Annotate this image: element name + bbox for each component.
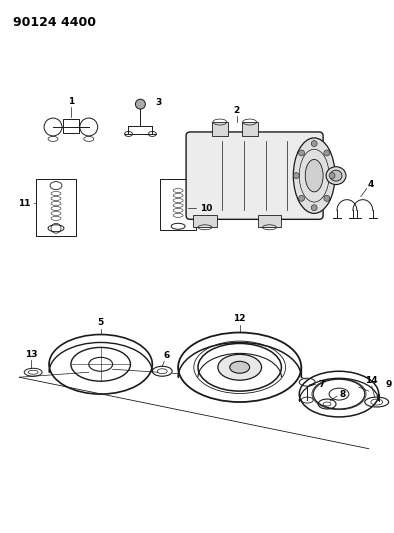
Text: 2: 2 xyxy=(234,106,240,115)
Bar xyxy=(63,119,79,133)
Text: 90124 4400: 90124 4400 xyxy=(13,16,96,29)
Bar xyxy=(212,122,228,136)
FancyBboxPatch shape xyxy=(186,132,323,220)
Circle shape xyxy=(329,173,335,179)
Ellipse shape xyxy=(305,159,323,192)
Text: 10: 10 xyxy=(200,204,212,213)
Text: 3: 3 xyxy=(155,98,162,107)
Circle shape xyxy=(324,150,330,156)
Text: 11: 11 xyxy=(18,199,30,208)
Circle shape xyxy=(311,141,317,147)
Text: 5: 5 xyxy=(98,318,104,327)
Circle shape xyxy=(299,196,305,201)
Ellipse shape xyxy=(218,354,262,380)
Ellipse shape xyxy=(230,361,250,373)
Circle shape xyxy=(136,99,145,109)
Ellipse shape xyxy=(330,170,342,181)
Text: 8: 8 xyxy=(340,390,346,399)
Circle shape xyxy=(324,196,330,201)
Ellipse shape xyxy=(326,167,346,184)
Text: 1: 1 xyxy=(68,96,74,106)
Bar xyxy=(36,179,76,236)
Text: 6: 6 xyxy=(163,351,169,360)
Text: 9: 9 xyxy=(385,379,392,389)
Ellipse shape xyxy=(293,138,335,213)
Text: 7: 7 xyxy=(318,379,324,389)
Bar xyxy=(258,215,281,227)
Text: 4: 4 xyxy=(368,180,374,189)
Bar xyxy=(193,215,217,227)
Text: 12: 12 xyxy=(234,314,246,323)
Circle shape xyxy=(311,205,317,211)
Bar xyxy=(160,179,196,230)
Circle shape xyxy=(293,173,299,179)
Text: 13: 13 xyxy=(25,350,37,359)
Circle shape xyxy=(299,150,305,156)
Bar xyxy=(242,122,258,136)
Text: 14: 14 xyxy=(366,376,378,385)
